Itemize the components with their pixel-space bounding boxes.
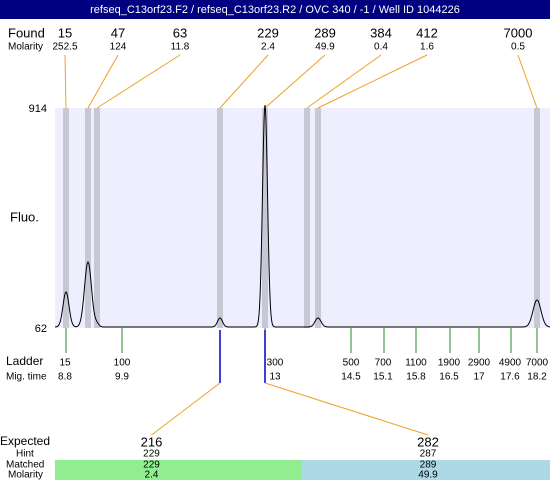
ladder-size: 7000 [526,358,549,369]
ladder-time: 15.8 [406,372,426,383]
found-size: 63 [173,25,187,40]
found-size: 289 [314,25,336,40]
molarity-label: Molarity [8,42,43,53]
peak-band [217,108,223,328]
found-connector [264,54,326,109]
found-size: 7000 [504,25,533,40]
found-molarity: 2.4 [261,42,275,53]
found-molarity: 0.4 [374,42,388,53]
matched-molarity: 2.4 [145,470,159,480]
expected-connector [264,382,429,436]
ladder-time: 15.1 [373,372,393,383]
found-size: 412 [416,25,438,40]
found-molarity: 252.5 [52,42,77,53]
found-molarity: 124 [110,42,127,53]
peak-band [304,108,310,328]
axis-label: Fluo. [10,209,39,224]
matched-size: 229 [143,460,160,471]
peak-band [94,108,100,328]
expected-size: 216 [141,434,163,449]
found-size: 229 [257,25,279,40]
ladder-size: 100 [114,358,131,369]
mig-time-label: Mig. time [6,372,47,383]
ladder-time: 13 [269,372,281,383]
ladder-size: 15 [59,358,71,369]
ladder-time: 18.2 [527,372,547,383]
ladder-size: 500 [343,358,360,369]
title-bar [0,0,550,19]
found-connector [87,54,119,109]
hint-size: 229 [143,449,160,460]
found-connector [317,54,428,109]
ladder-size: 1900 [438,358,461,369]
ladder-time: 9.9 [115,372,129,383]
molarity-label: Molarity [8,470,43,480]
found-size: 47 [111,25,125,40]
ladder-time: 14.5 [341,372,361,383]
found-connector [96,54,181,109]
ladder-size: 700 [375,358,392,369]
ladder-time: 8.8 [58,372,72,383]
expected-label: Expected [0,434,50,448]
peak-band [85,108,91,328]
ladder-time: 17.6 [500,372,520,383]
ladder-time: 16.5 [439,372,459,383]
expected-connector [151,382,221,436]
found-molarity: 0.5 [511,42,525,53]
title: refseq_C13orf23.F2 / refseq_C13orf23.R2 … [90,4,460,16]
ladder-label: Ladder [6,354,43,368]
y-tick-label: 914 [29,103,47,115]
found-molarity: 1.6 [420,42,434,53]
matched-label: Matched [6,460,44,471]
found-size: 15 [58,25,72,40]
hint-label: Hint [16,449,34,460]
found-connector [517,54,538,109]
plot-area [55,108,550,328]
y-tick-label: 62 [35,323,47,335]
expected-size: 282 [417,434,439,449]
peak-band [534,108,540,328]
hint-size: 287 [420,449,437,460]
match-band [302,460,550,480]
found-label: Found [8,25,45,40]
trace [54,104,550,328]
ladder-time: 17 [473,372,485,383]
ladder-size: 4900 [499,358,522,369]
ladder-size: 2900 [468,358,491,369]
ladder-size: 300 [267,358,284,369]
ladder-size: 1100 [405,358,427,369]
found-connector [219,54,269,109]
peak-band [262,108,268,328]
found-connector [64,54,67,109]
peak-band [315,108,321,328]
found-connector [306,54,382,109]
found-molarity: 49.9 [315,42,335,53]
match-band [55,460,302,480]
found-size: 384 [370,25,392,40]
matched-size: 289 [420,460,437,471]
matched-molarity: 49.9 [418,470,438,480]
peak-band [63,108,69,328]
found-molarity: 11.8 [171,42,190,53]
